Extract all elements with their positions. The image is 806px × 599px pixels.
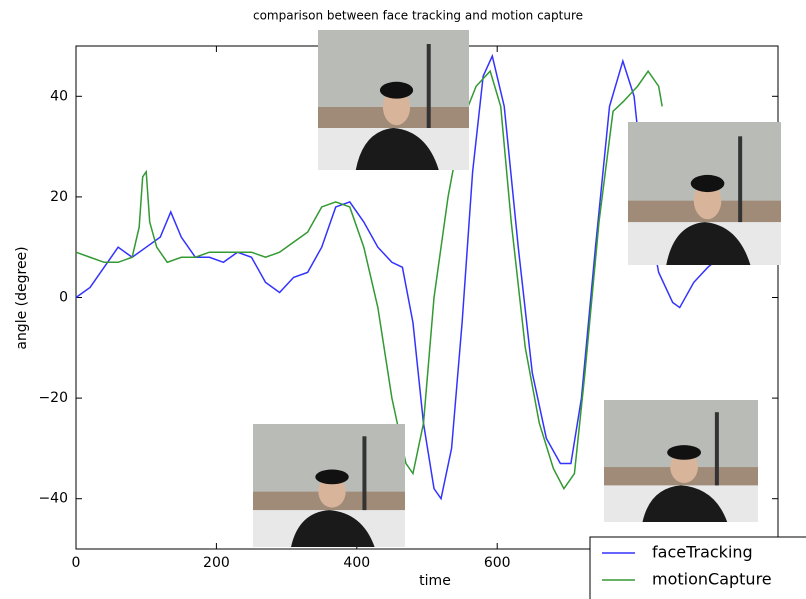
legend: faceTracking motionCapture [589, 536, 806, 599]
photo-face [318, 475, 346, 508]
photo-cap [667, 445, 702, 460]
photo [318, 30, 469, 170]
x-axis-label: time [419, 573, 451, 589]
x-tick-label: 400 [343, 555, 370, 571]
x-tick-label: 200 [203, 555, 230, 571]
photo-face [382, 88, 411, 126]
photo-shirt [666, 222, 751, 265]
photo-tripod [714, 412, 719, 486]
photo-shirt [291, 510, 375, 547]
chart-title: comparison between face tracking and mot… [253, 9, 583, 23]
y-tick-label: 0 [59, 290, 68, 306]
x-tick-label: 0 [72, 555, 81, 571]
photo [628, 122, 781, 265]
y-tick-label: 20 [50, 189, 68, 205]
x-tick-label: 600 [484, 555, 511, 571]
y-tick-label: 40 [50, 88, 68, 104]
photo-shirt [355, 128, 439, 170]
photo-tripod [426, 44, 431, 128]
photo-tripod [362, 436, 367, 511]
photo [604, 400, 758, 522]
legend-box [589, 536, 806, 599]
photo-tripod [738, 136, 743, 223]
y-tick-label: −20 [38, 390, 68, 406]
photo-shirt [642, 485, 728, 522]
photo-cap [690, 174, 725, 193]
photo-cap [379, 81, 414, 99]
y-axis-label: angle (degree) [14, 246, 30, 349]
photo-face [693, 182, 722, 220]
data-line [75, 53, 721, 501]
legend-label: motionCapture [652, 570, 772, 589]
photo-cap [315, 469, 349, 485]
data-line [75, 69, 663, 491]
photo-insets [253, 30, 781, 547]
photo [253, 424, 405, 547]
legend-label: faceTracking [652, 543, 753, 562]
photo-face [670, 451, 698, 483]
y-tick-label: −40 [38, 491, 68, 507]
